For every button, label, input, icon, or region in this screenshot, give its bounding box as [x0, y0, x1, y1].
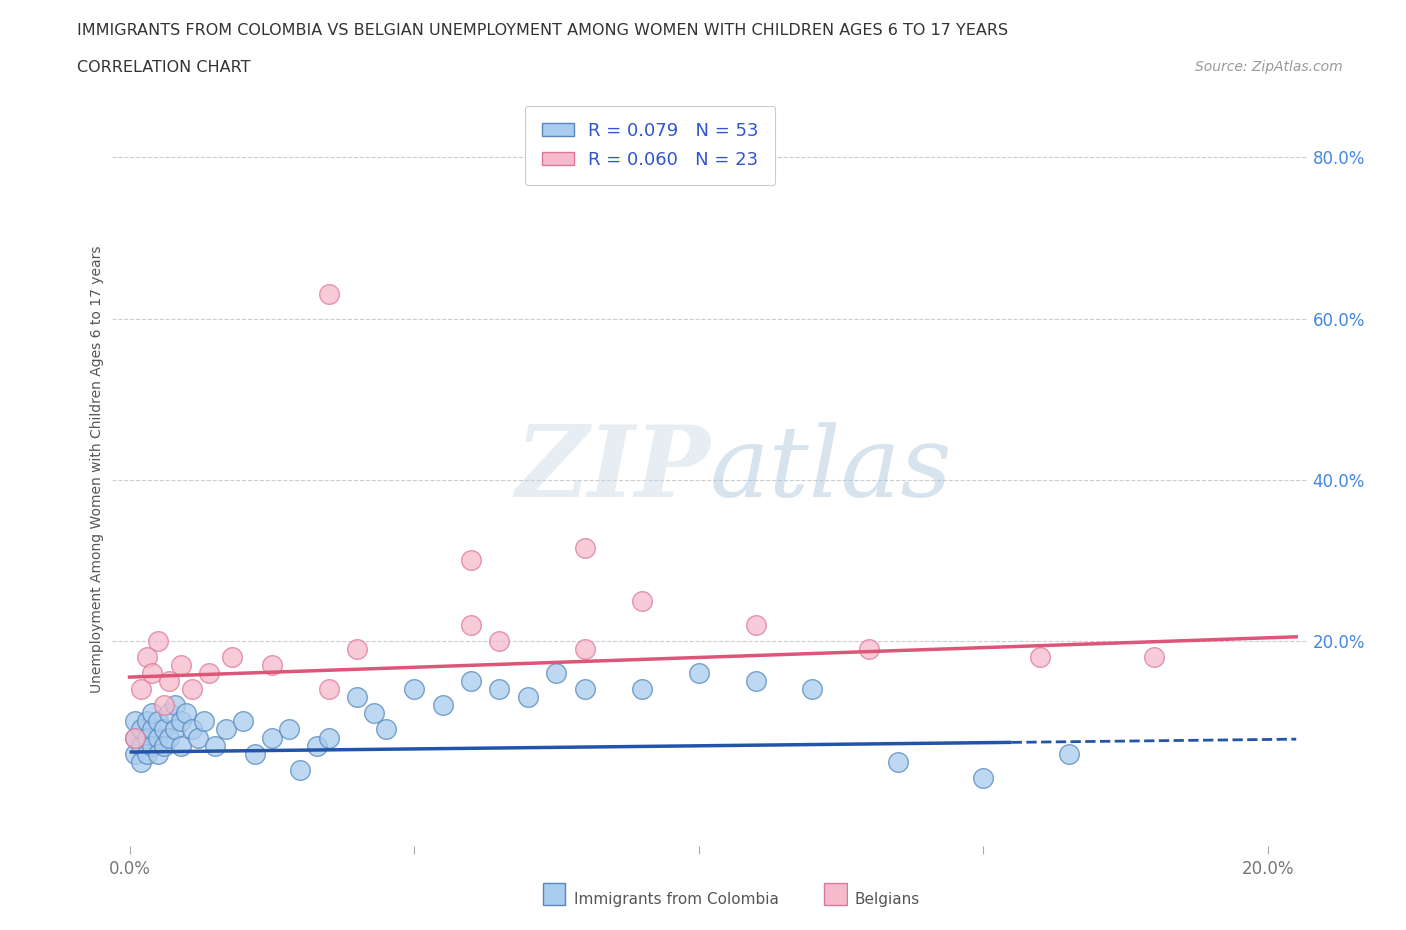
Point	[204, 738, 226, 753]
Point	[488, 682, 510, 697]
Point	[124, 730, 146, 745]
Point	[1143, 649, 1166, 664]
Point	[152, 738, 174, 753]
Point	[129, 722, 152, 737]
Point	[374, 722, 396, 737]
Point	[141, 738, 163, 753]
Point	[630, 682, 652, 697]
Point	[574, 682, 596, 697]
Point	[630, 593, 652, 608]
Point	[129, 754, 152, 769]
Point	[858, 642, 880, 657]
Point	[187, 730, 209, 745]
Point	[124, 746, 146, 761]
Point	[157, 673, 180, 688]
Text: Belgians: Belgians	[855, 892, 920, 907]
Point	[290, 763, 312, 777]
Point	[260, 658, 283, 672]
Point	[124, 714, 146, 729]
Point	[193, 714, 215, 729]
Point	[516, 690, 538, 705]
Point	[146, 746, 169, 761]
Text: Immigrants from Colombia: Immigrants from Colombia	[574, 892, 779, 907]
Point	[215, 722, 238, 737]
Point	[135, 746, 157, 761]
Point	[260, 730, 283, 745]
Text: atlas: atlas	[710, 422, 953, 517]
Point	[146, 633, 169, 648]
Point	[170, 658, 193, 672]
Point	[460, 618, 482, 632]
Point	[141, 666, 163, 681]
Point	[972, 770, 994, 785]
Point	[460, 673, 482, 688]
Point	[363, 706, 385, 721]
Point	[801, 682, 824, 697]
Text: CORRELATION CHART: CORRELATION CHART	[77, 60, 250, 75]
Point	[124, 730, 146, 745]
Legend: R = 0.079   N = 53, R = 0.060   N = 23: R = 0.079 N = 53, R = 0.060 N = 23	[526, 106, 775, 185]
FancyBboxPatch shape	[824, 883, 846, 906]
Point	[176, 706, 198, 721]
Point	[129, 682, 152, 697]
Point	[141, 722, 163, 737]
Point	[181, 682, 204, 697]
FancyBboxPatch shape	[543, 883, 565, 906]
Point	[688, 666, 710, 681]
Point	[141, 706, 163, 721]
Point	[346, 690, 368, 705]
Point	[307, 738, 329, 753]
Point	[346, 642, 368, 657]
Point	[243, 746, 266, 761]
Point	[165, 698, 187, 712]
Point	[135, 649, 157, 664]
Point	[157, 706, 180, 721]
Point	[165, 722, 187, 737]
Point	[129, 738, 152, 753]
Point	[135, 714, 157, 729]
Point	[432, 698, 454, 712]
Point	[152, 722, 174, 737]
Point	[887, 754, 910, 769]
Point	[744, 673, 766, 688]
Point	[146, 730, 169, 745]
Point	[181, 722, 204, 737]
Point	[488, 633, 510, 648]
Point	[574, 540, 596, 555]
Point	[157, 730, 180, 745]
Point	[170, 738, 193, 753]
Text: Source: ZipAtlas.com: Source: ZipAtlas.com	[1195, 60, 1343, 74]
Point	[221, 649, 243, 664]
Point	[404, 682, 426, 697]
Point	[135, 730, 157, 745]
Point	[1057, 746, 1080, 761]
Point	[318, 730, 340, 745]
Point	[170, 714, 193, 729]
Point	[146, 714, 169, 729]
Point	[546, 666, 568, 681]
Text: IMMIGRANTS FROM COLOMBIA VS BELGIAN UNEMPLOYMENT AMONG WOMEN WITH CHILDREN AGES : IMMIGRANTS FROM COLOMBIA VS BELGIAN UNEM…	[77, 23, 1008, 38]
Point	[574, 642, 596, 657]
Point	[318, 682, 340, 697]
Point	[460, 552, 482, 567]
Point	[277, 722, 299, 737]
Point	[744, 618, 766, 632]
Y-axis label: Unemployment Among Women with Children Ages 6 to 17 years: Unemployment Among Women with Children A…	[90, 246, 104, 694]
Point	[232, 714, 254, 729]
Text: ZIP: ZIP	[515, 421, 710, 518]
Point	[152, 698, 174, 712]
Point	[318, 287, 340, 302]
Point	[198, 666, 221, 681]
Point	[1029, 649, 1052, 664]
